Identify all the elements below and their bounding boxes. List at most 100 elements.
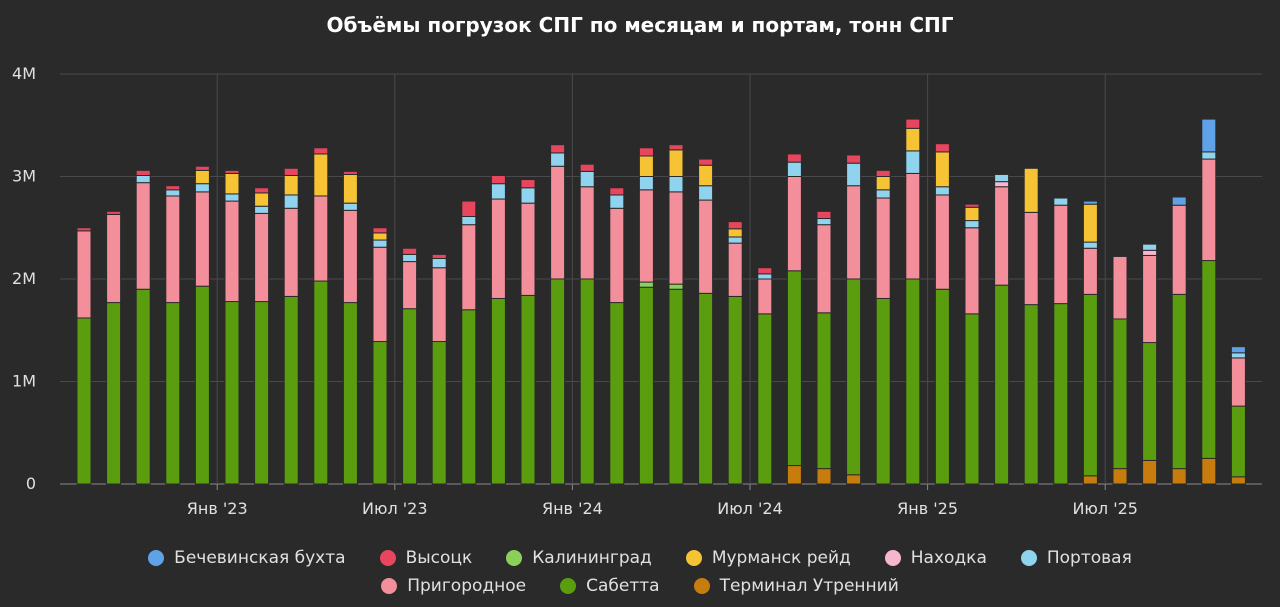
- bar-segment[interactable]: [194, 183, 210, 193]
- bar-segment[interactable]: [490, 297, 506, 485]
- bar-segment[interactable]: [1201, 151, 1217, 160]
- bar-segment[interactable]: [1230, 352, 1246, 359]
- bar-segment[interactable]: [579, 186, 595, 280]
- bar-segment[interactable]: [1230, 357, 1246, 407]
- legend-item[interactable]: Пригородное: [381, 576, 526, 596]
- bar-segment[interactable]: [461, 224, 477, 311]
- bar-segment[interactable]: [964, 220, 980, 229]
- bar-segment[interactable]: [1082, 475, 1098, 485]
- bar-segment[interactable]: [609, 302, 625, 485]
- bar-segment[interactable]: [1112, 255, 1128, 320]
- bar-segment[interactable]: [194, 285, 210, 485]
- bar-segment[interactable]: [1082, 241, 1098, 249]
- bar-segment[interactable]: [846, 154, 862, 164]
- bar-segment[interactable]: [816, 218, 832, 226]
- bar-segment[interactable]: [1112, 468, 1128, 485]
- bar-segment[interactable]: [1201, 260, 1217, 459]
- bar-segment[interactable]: [875, 169, 891, 178]
- bar-segment[interactable]: [994, 186, 1010, 286]
- bar-segment[interactable]: [254, 187, 270, 194]
- bar-segment[interactable]: [1053, 197, 1069, 206]
- bar-segment[interactable]: [490, 198, 506, 299]
- bar-segment[interactable]: [313, 195, 329, 282]
- bar-segment[interactable]: [638, 155, 654, 177]
- bar-segment[interactable]: [1171, 293, 1187, 470]
- bar-segment[interactable]: [402, 261, 418, 310]
- bar-segment[interactable]: [816, 210, 832, 220]
- bar-segment[interactable]: [1142, 243, 1158, 251]
- bar-segment[interactable]: [431, 267, 447, 343]
- bar-segment[interactable]: [283, 194, 299, 209]
- bar-segment[interactable]: [1230, 476, 1246, 485]
- bar-segment[interactable]: [757, 267, 773, 275]
- bar-segment[interactable]: [638, 189, 654, 283]
- legend-item[interactable]: Калининград: [506, 548, 652, 568]
- bar-segment[interactable]: [402, 308, 418, 485]
- bar-segment[interactable]: [1112, 318, 1128, 470]
- bar-segment[interactable]: [402, 247, 418, 255]
- bar-segment[interactable]: [638, 281, 654, 288]
- bar-segment[interactable]: [905, 150, 921, 174]
- bar-segment[interactable]: [668, 144, 684, 151]
- bar-segment[interactable]: [431, 253, 447, 259]
- bar-segment[interactable]: [816, 312, 832, 470]
- bar-segment[interactable]: [224, 301, 240, 485]
- bar-segment[interactable]: [786, 465, 802, 485]
- bar-segment[interactable]: [1142, 249, 1158, 256]
- bar-segment[interactable]: [934, 288, 950, 485]
- bar-segment[interactable]: [579, 163, 595, 172]
- bar-segment[interactable]: [698, 292, 714, 485]
- bar-segment[interactable]: [313, 280, 329, 485]
- bar-segment[interactable]: [964, 203, 980, 208]
- bar-segment[interactable]: [461, 200, 477, 217]
- bar-segment[interactable]: [846, 162, 862, 187]
- bar-segment[interactable]: [668, 191, 684, 285]
- bar-segment[interactable]: [579, 170, 595, 188]
- bar-segment[interactable]: [1201, 457, 1217, 485]
- bar-segment[interactable]: [727, 242, 743, 297]
- bar-segment[interactable]: [165, 195, 181, 304]
- bar-segment[interactable]: [1171, 204, 1187, 295]
- bar-segment[interactable]: [698, 185, 714, 201]
- bar-segment[interactable]: [461, 215, 477, 226]
- bar-segment[interactable]: [550, 144, 566, 154]
- bar-segment[interactable]: [668, 288, 684, 485]
- bar-segment[interactable]: [905, 172, 921, 280]
- bar-segment[interactable]: [786, 176, 802, 272]
- bar-segment[interactable]: [934, 186, 950, 196]
- bar-segment[interactable]: [76, 227, 92, 232]
- bar-segment[interactable]: [846, 278, 862, 476]
- bar-segment[interactable]: [1023, 211, 1039, 306]
- bar-segment[interactable]: [1023, 167, 1039, 213]
- bar-segment[interactable]: [165, 185, 181, 191]
- bar-segment[interactable]: [283, 207, 299, 297]
- bar-segment[interactable]: [342, 170, 358, 175]
- bar-segment[interactable]: [934, 143, 950, 153]
- bar-segment[interactable]: [106, 213, 122, 304]
- bar-segment[interactable]: [461, 309, 477, 485]
- bar-segment[interactable]: [194, 165, 210, 171]
- bar-segment[interactable]: [609, 187, 625, 196]
- bar-segment[interactable]: [342, 173, 358, 204]
- bar-segment[interactable]: [609, 194, 625, 209]
- bar-segment[interactable]: [786, 270, 802, 467]
- bar-segment[interactable]: [254, 205, 270, 214]
- bar-segment[interactable]: [224, 193, 240, 202]
- bar-segment[interactable]: [846, 474, 862, 485]
- bar-segment[interactable]: [846, 185, 862, 280]
- bar-segment[interactable]: [550, 152, 566, 167]
- bar-segment[interactable]: [1142, 459, 1158, 485]
- bar-segment[interactable]: [698, 158, 714, 166]
- bar-segment[interactable]: [1082, 293, 1098, 477]
- bar-segment[interactable]: [638, 176, 654, 191]
- bar-segment[interactable]: [254, 212, 270, 303]
- bar-segment[interactable]: [490, 183, 506, 200]
- bar-segment[interactable]: [1053, 303, 1069, 485]
- bar-segment[interactable]: [1171, 468, 1187, 485]
- bar-segment[interactable]: [520, 179, 536, 189]
- bar-segment[interactable]: [194, 191, 210, 287]
- bar-segment[interactable]: [313, 153, 329, 197]
- bar-segment[interactable]: [934, 194, 950, 290]
- bar-segment[interactable]: [1082, 200, 1098, 205]
- bar-segment[interactable]: [757, 273, 773, 280]
